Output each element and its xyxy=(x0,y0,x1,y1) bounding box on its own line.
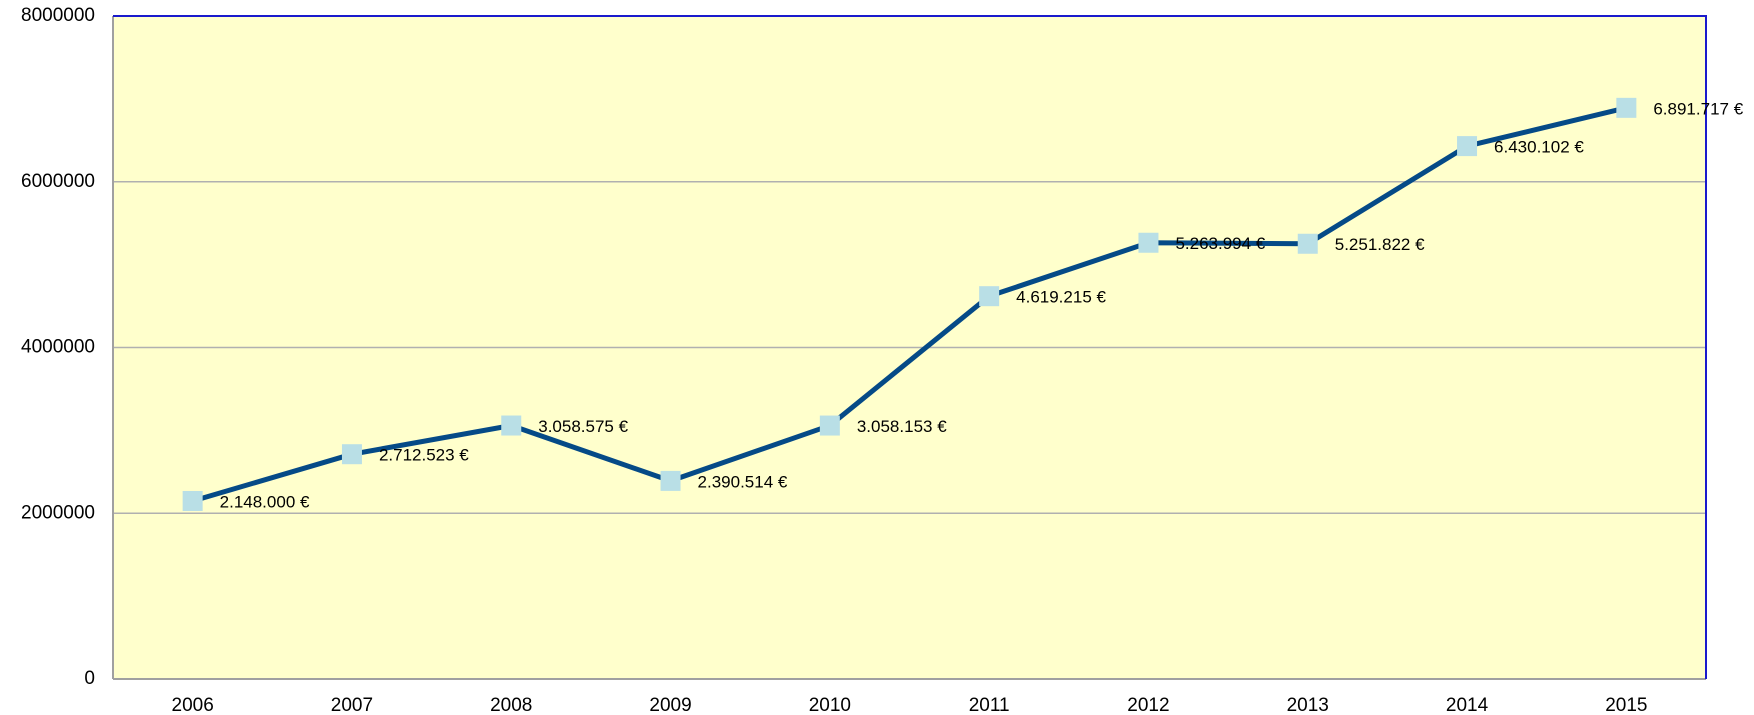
y-tick-label: 0 xyxy=(84,668,95,689)
marker xyxy=(819,415,840,436)
y-tick-label: 8000000 xyxy=(21,5,95,26)
value-label: 5.263.994 € xyxy=(1175,234,1265,253)
value-label: 4.619.215 € xyxy=(1016,288,1106,307)
x-tick-label: 2006 xyxy=(172,695,214,715)
marker xyxy=(182,490,203,511)
x-tick-label: 2010 xyxy=(809,695,851,715)
plot-border xyxy=(113,15,1707,679)
x-tick-label: 2014 xyxy=(1446,695,1489,715)
x-tick-label: 2007 xyxy=(331,695,373,715)
marker xyxy=(1457,136,1478,157)
y-tick-label: 4000000 xyxy=(21,337,95,358)
marker xyxy=(1297,233,1318,254)
marker xyxy=(979,286,1000,307)
value-label: 6.430.102 € xyxy=(1494,138,1584,157)
y-tick-label: 6000000 xyxy=(21,171,95,192)
marker xyxy=(1616,97,1637,118)
marker xyxy=(501,415,522,436)
x-tick-label: 2013 xyxy=(1287,695,1329,715)
value-label: 2.148.000 € xyxy=(220,492,310,511)
value-label: 6.891.717 € xyxy=(1653,99,1743,118)
value-label: 5.251.822 € xyxy=(1335,235,1425,254)
x-tick-label: 2009 xyxy=(649,695,691,715)
line xyxy=(191,105,1627,504)
value-label: 2.390.514 € xyxy=(698,472,788,491)
marker xyxy=(1138,232,1159,253)
x-tick-label: 2008 xyxy=(490,695,532,715)
marker xyxy=(660,470,681,491)
value-label: 3.058.153 € xyxy=(857,417,947,436)
x-tick-label: 2011 xyxy=(969,695,1010,715)
x-tick-label: 2012 xyxy=(1127,695,1169,715)
value-label: 2.712.523 € xyxy=(379,446,469,465)
x-tick-label: 2015 xyxy=(1605,695,1647,715)
marker xyxy=(341,444,362,465)
y-tick-label: 2000000 xyxy=(21,502,95,523)
value-label: 3.058.575 € xyxy=(538,417,628,436)
